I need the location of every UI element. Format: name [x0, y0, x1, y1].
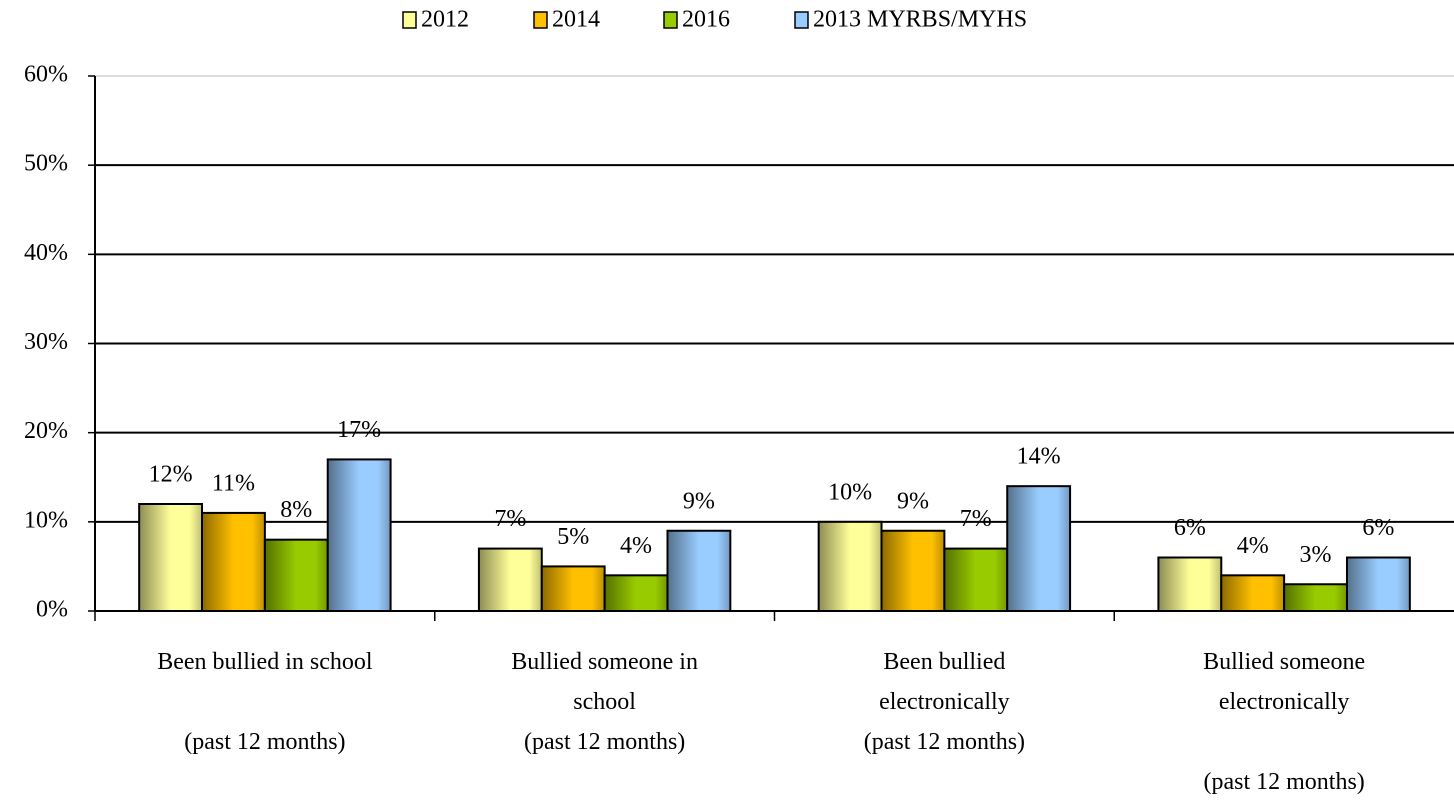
legend-swatch	[663, 11, 678, 29]
value-label: 4%	[620, 533, 652, 559]
bar-shade	[201, 511, 266, 613]
value-label: 17%	[337, 417, 381, 443]
y-tick-label: 50%	[24, 151, 68, 177]
y-tick-label: 0%	[36, 597, 68, 623]
y-tick-label: 20%	[24, 418, 68, 444]
bar-shade	[666, 529, 732, 612]
value-label: 7%	[960, 506, 992, 532]
y-tick-label: 40%	[24, 240, 68, 266]
bar-shade	[603, 574, 669, 612]
x-tick-label: Been bullied in school (past 12 months)	[157, 649, 373, 755]
y-tick-label: 30%	[24, 329, 68, 355]
bar-shade	[138, 503, 204, 612]
x-tick-label: Bullied someone electronically (past 12 …	[1203, 649, 1366, 795]
bar-shade	[1220, 574, 1286, 612]
bar-shade	[1157, 556, 1223, 612]
value-label: 12%	[149, 462, 193, 488]
legend-swatch	[402, 11, 417, 29]
value-label: 14%	[1017, 444, 1061, 470]
legend-label: 2014	[552, 7, 600, 33]
bar-shade	[540, 565, 606, 613]
bar-shade	[1345, 556, 1411, 612]
value-label: 9%	[683, 488, 715, 514]
bar-shade	[943, 547, 1009, 612]
value-label: 9%	[897, 488, 929, 514]
x-tick-label: Been bullied electronically (past 12 mon…	[863, 649, 1026, 755]
bar-shade	[326, 458, 392, 612]
bar-shade	[1006, 485, 1072, 612]
legend-label: 2012	[421, 7, 469, 33]
bar-shade	[880, 529, 946, 612]
legend-label: 2016	[682, 7, 730, 33]
value-label: 6%	[1174, 515, 1206, 541]
value-label: 7%	[494, 506, 526, 532]
y-tick-label: 10%	[24, 507, 68, 533]
value-label: 8%	[280, 497, 312, 523]
value-label: 5%	[557, 524, 589, 550]
y-tick-label: 60%	[24, 62, 68, 88]
bar-shade	[477, 547, 543, 612]
legend-swatch	[533, 11, 548, 29]
bar-shade	[817, 520, 883, 612]
value-label: 4%	[1237, 533, 1269, 559]
chart: 0% 10% 20% 30% 40% 50% 60% 2012 2014 2016 2013 MYR…	[24, 7, 1454, 623]
bar-shade	[263, 538, 329, 613]
value-label: 3%	[1300, 542, 1332, 568]
value-label: 6%	[1362, 515, 1394, 541]
value-label: 11%	[212, 470, 255, 496]
legend-label: 2013 MYRBS/MYHS	[813, 7, 1027, 33]
x-tick-label: Bullied someone in school (past 12 month…	[511, 649, 698, 755]
bar-shade	[1283, 583, 1348, 612]
value-label: 10%	[828, 479, 872, 505]
page: {"chart_data": {"type": "bar", "categori…	[24, 6, 1454, 795]
legend-swatch	[794, 11, 809, 29]
